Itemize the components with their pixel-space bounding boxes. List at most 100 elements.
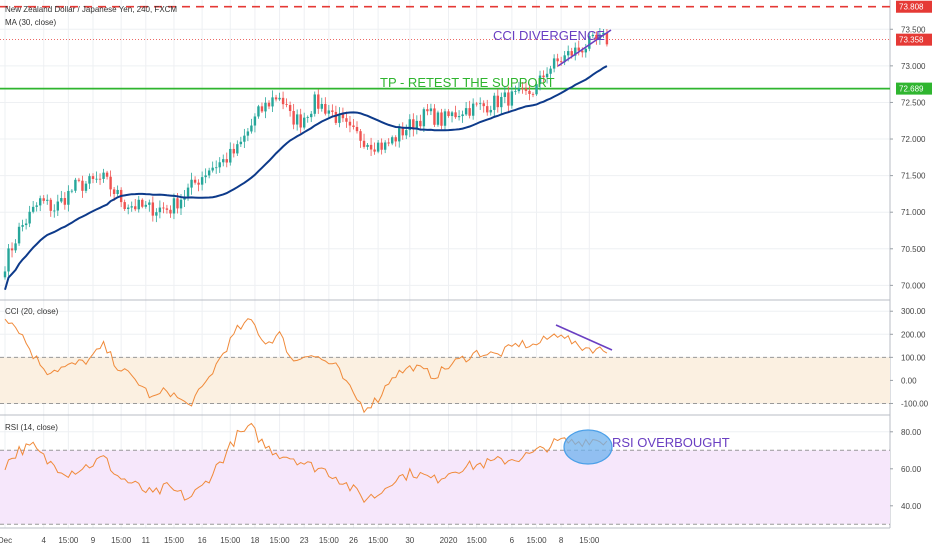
candle xyxy=(46,194,49,205)
candle xyxy=(482,100,485,113)
candle xyxy=(310,111,313,123)
candle xyxy=(7,244,10,277)
candle xyxy=(327,104,331,118)
ma-legend-label[interactable]: MA (30, close) xyxy=(5,18,56,27)
rsi-overbought-ellipse[interactable] xyxy=(563,429,613,465)
candle xyxy=(324,97,327,116)
candle xyxy=(303,112,306,130)
candle xyxy=(193,176,197,185)
candle xyxy=(535,81,538,96)
candle xyxy=(134,198,137,212)
candle xyxy=(236,140,239,156)
candle xyxy=(556,53,559,68)
x-tick-label: 15:00 xyxy=(467,536,488,545)
x-tick-label: 15:00 xyxy=(58,536,79,545)
candle xyxy=(317,89,320,114)
cci-band xyxy=(0,357,890,404)
y-tick-label: 300.00 xyxy=(901,307,926,316)
price-badge: 73.358 xyxy=(896,33,932,46)
y-tick-label: 72.000 xyxy=(901,135,926,144)
candle xyxy=(299,108,302,134)
candle xyxy=(144,200,147,209)
candle xyxy=(574,42,577,61)
candle xyxy=(563,50,566,66)
candle xyxy=(3,266,7,280)
candle xyxy=(464,101,468,116)
x-tick-label: 23 xyxy=(300,536,309,545)
candle xyxy=(281,91,285,110)
candle xyxy=(267,100,271,110)
y-tick-label: 73.000 xyxy=(901,62,926,71)
candle xyxy=(24,218,28,230)
candle xyxy=(123,199,126,211)
candle xyxy=(39,195,42,212)
candle xyxy=(253,113,257,133)
y-tick-label: 200.00 xyxy=(901,330,926,339)
candle xyxy=(514,85,517,95)
candle xyxy=(28,205,31,228)
candle xyxy=(383,140,387,154)
candle xyxy=(408,114,411,138)
candle xyxy=(190,172,193,195)
cci-line[interactable] xyxy=(4,318,608,414)
rsi-legend-label[interactable]: RSI (14, close) xyxy=(5,423,58,432)
rsi-band xyxy=(0,450,890,525)
candle xyxy=(475,101,478,107)
ma-line[interactable] xyxy=(4,65,608,291)
x-tick-label: 11 xyxy=(142,536,151,545)
tp-support-annotation: TP - RETEST THE SUPPORT xyxy=(380,75,555,90)
candle xyxy=(88,173,91,190)
y-tick-label: 73.500 xyxy=(901,25,926,34)
candle xyxy=(95,171,98,183)
candle xyxy=(457,110,461,121)
candle xyxy=(542,70,545,84)
candle xyxy=(419,114,422,129)
x-tick-label: 8 xyxy=(559,536,564,545)
symbol-title[interactable]: New Zealand Dollar / Japanese Yen, 240, … xyxy=(5,5,177,14)
candle xyxy=(391,135,394,146)
candle xyxy=(500,92,503,114)
cci-divergence-trendline[interactable] xyxy=(555,324,613,351)
y-tick-label: 40.00 xyxy=(901,502,922,511)
candle xyxy=(215,160,218,174)
candle xyxy=(172,193,176,220)
candle xyxy=(405,124,408,140)
candle xyxy=(98,173,102,185)
candle xyxy=(313,91,316,117)
price-divergence-trendline[interactable] xyxy=(557,29,612,67)
candle xyxy=(468,100,471,119)
candle xyxy=(56,194,59,217)
candle xyxy=(239,136,243,147)
svg-text:72.689: 72.689 xyxy=(899,85,924,94)
x-tick-label: 15:00 xyxy=(527,536,548,545)
candle xyxy=(489,105,492,116)
candle xyxy=(376,140,380,154)
rsi-line[interactable] xyxy=(4,422,608,504)
candle xyxy=(461,110,464,123)
candle xyxy=(246,128,250,142)
x-tick-label: 9 xyxy=(91,536,96,545)
y-tick-label: 72.500 xyxy=(901,98,926,107)
x-tick-label: 18 xyxy=(250,536,259,545)
candle xyxy=(486,99,489,116)
candle xyxy=(200,171,204,191)
candle xyxy=(306,115,309,123)
candle xyxy=(197,179,200,192)
candle xyxy=(528,84,531,101)
cci-legend-label[interactable]: CCI (20, close) xyxy=(5,307,59,316)
candle xyxy=(595,31,598,45)
candle xyxy=(507,86,510,113)
x-tick-label: 26 xyxy=(349,536,358,545)
candle xyxy=(531,92,535,98)
candle xyxy=(116,185,119,197)
x-tick-label: 4 xyxy=(41,536,46,545)
candle xyxy=(74,177,77,193)
cci-divergence-annotation: CCI DIVERGENCE xyxy=(493,28,605,43)
candle xyxy=(17,222,21,246)
y-tick-label: 70.000 xyxy=(901,281,926,290)
candle xyxy=(155,208,158,223)
candle xyxy=(102,168,105,183)
price-badge: 73.808 xyxy=(896,0,932,13)
candle xyxy=(524,82,528,96)
